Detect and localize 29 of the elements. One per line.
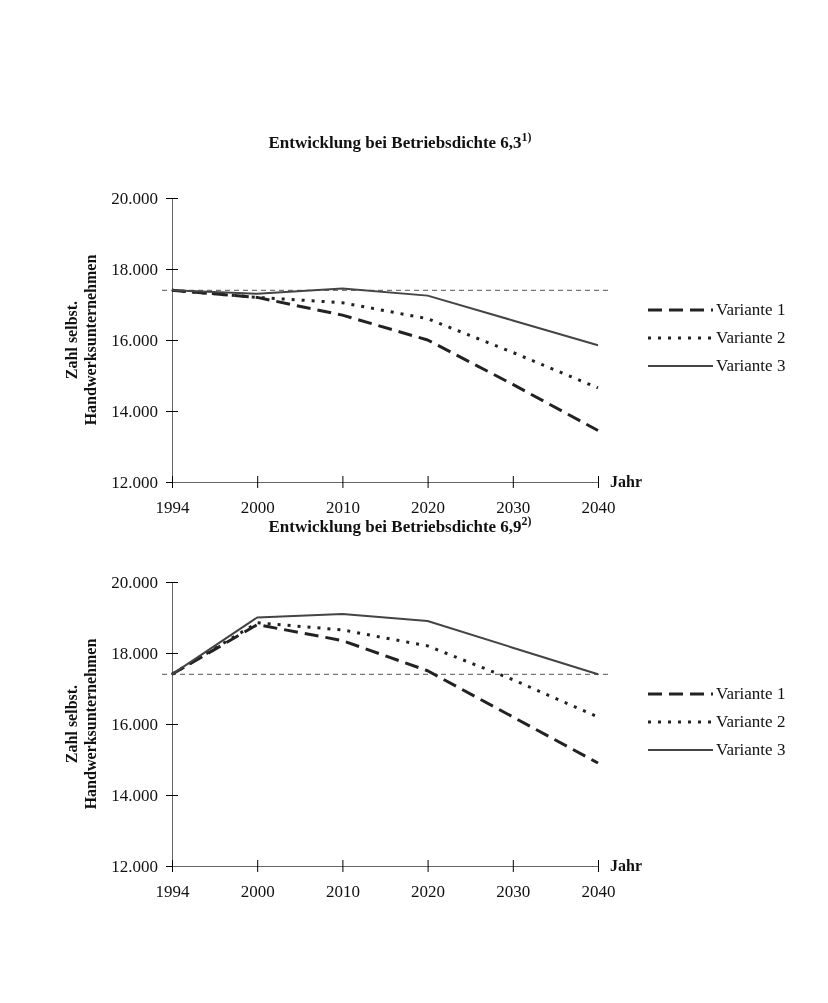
x-tick-label: 2020	[411, 882, 446, 902]
legend-label: Variante 3	[716, 740, 786, 759]
x-tick-label: 2030	[496, 882, 531, 902]
y-axis-title: Zahl selbst. Handwerksunternehmen	[63, 638, 100, 810]
x-axis-title: Jahr	[610, 473, 642, 490]
x-tick-label: 2000	[240, 882, 275, 902]
y-tick-label: 12.000	[111, 856, 158, 876]
legend-label: Variante 1	[716, 684, 786, 703]
x-tick-label: 1994	[155, 498, 190, 518]
y-tick-label: 16.000	[111, 330, 158, 350]
legend-label: Variante 2	[716, 328, 786, 347]
x-tick-label: 1994	[155, 882, 190, 902]
y-tick-label: 14.000	[111, 401, 158, 421]
x-tick-label: 2040	[581, 882, 616, 902]
legend-label: Variante 3	[716, 356, 786, 375]
x-tick-label: 2010	[325, 882, 360, 902]
legend-label: Variante 2	[716, 712, 786, 731]
y-tick-label: 14.000	[111, 785, 158, 805]
y-tick-label: 12.000	[111, 472, 158, 492]
chart-title: Entwicklung bei Betriebsdichte 6,3$^{1)}$	[268, 130, 532, 152]
y-tick-label: 20.000	[111, 188, 158, 208]
x-tick-label: 2040	[581, 498, 616, 518]
y-tick-label: 18.000	[111, 643, 158, 663]
y-tick-label: 18.000	[111, 259, 158, 279]
y-axis-title: Zahl selbst. Handwerksunternehmen	[63, 254, 100, 426]
y-tick-label: 20.000	[111, 572, 158, 592]
y-tick-label: 16.000	[111, 714, 158, 734]
legend-label: Variante 1	[716, 300, 786, 319]
x-axis-title: Jahr	[610, 857, 642, 874]
